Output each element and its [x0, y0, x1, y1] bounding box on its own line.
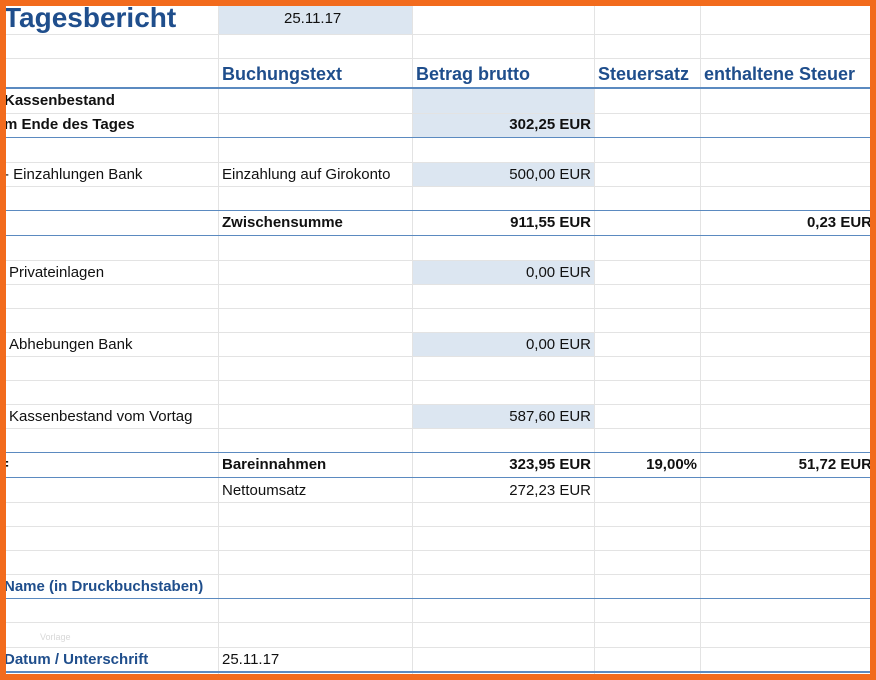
zwischensumme-amount: 911,55 EUR [510, 214, 591, 231]
gridline-row [6, 186, 870, 187]
kassenbestand-label-line1: Kassenbestand [6, 92, 115, 109]
abhebungen-label: Abhebungen Bank [9, 336, 133, 353]
gridline-row [6, 58, 870, 59]
gridline-row [6, 404, 870, 405]
einzahlungen-text[interactable]: Einzahlung auf Girokonto [222, 166, 391, 183]
gridline-row [6, 622, 870, 623]
gridline-row [6, 356, 870, 357]
kassenbestand-label-line2: m Ende des Tages [6, 116, 135, 133]
datum-label: Datum / Unterschrift [6, 651, 149, 668]
zwischensumme-tax: 0,23 EUR [806, 214, 870, 231]
header-betrag-brutto: Betrag brutto [416, 64, 530, 84]
kassenbestand-amount[interactable]: 302,25 EUR [509, 116, 591, 133]
einzahlungen-amount[interactable]: 500,00 EUR [509, 166, 591, 183]
zwischensumme-label: Zwischensumme [222, 214, 343, 231]
gridline-row [6, 380, 870, 381]
signature-underline [6, 671, 870, 673]
page-title: Tagesbericht [6, 6, 177, 33]
gridline-row [6, 308, 870, 309]
gridline-col-b [218, 6, 219, 674]
watermark-text: Vorlage [40, 632, 71, 642]
header-steuersatz: Steuersatz [598, 64, 690, 84]
abhebungen-input-fill [412, 333, 594, 356]
header-buchungstext: Buchungstext [222, 64, 343, 84]
section-rule [6, 137, 870, 138]
vortag-input-fill [412, 405, 594, 428]
privateinlagen-input-fill [412, 261, 594, 284]
bareinnahmen-label: Bareinnahmen [222, 456, 327, 473]
bareinnahmen-marker: = [6, 454, 20, 476]
bareinnahmen-amount: 323,95 EUR [509, 456, 591, 473]
bareinnahmen-tax: 51,72 EUR [798, 456, 870, 473]
einzahlungen-input-fill [412, 163, 594, 186]
gridline-col-d [594, 6, 595, 674]
gridline-row [6, 260, 870, 261]
datum-value[interactable]: 25.11.17 [222, 651, 280, 668]
gridline-row [6, 550, 870, 551]
header-rule [6, 87, 870, 89]
report-date-cell[interactable]: 25.11.17 [284, 10, 342, 27]
bareinnahmen-rate[interactable]: 19,00% [646, 456, 697, 473]
date-input-fill [218, 6, 412, 34]
gridline-col-c [412, 6, 413, 674]
einzahlungen-label: - Einzahlungen Bank [6, 166, 143, 183]
nettoumsatz-amount: 272,23 EUR [509, 482, 591, 499]
name-underline [6, 598, 870, 599]
gridline-row [6, 332, 870, 333]
name-label: Name (in Druckbuchstaben) [6, 578, 204, 595]
privateinlagen-amount[interactable]: 0,00 EUR [525, 264, 591, 281]
section-rule [6, 452, 870, 453]
gridline-row [6, 162, 870, 163]
section-rule [6, 235, 870, 236]
gridline-row [6, 574, 870, 575]
gridline-row [6, 502, 870, 503]
vortag-amount[interactable]: 587,60 EUR [509, 408, 591, 425]
gridline-row [6, 113, 870, 114]
gridline-row [6, 284, 870, 285]
gridline-col-e [700, 6, 701, 674]
gridline-row [6, 428, 870, 429]
spreadsheet: Tagesbericht 25.11.17 Buchungstext Betra… [6, 6, 870, 674]
header-enthaltene-steuer: enthaltene Steuer [704, 64, 856, 84]
abhebungen-amount[interactable]: 0,00 EUR [525, 336, 591, 353]
gridline-row [6, 647, 870, 648]
gridline-row [6, 34, 870, 35]
nettoumsatz-label: Nettoumsatz [222, 482, 307, 499]
section-rule [6, 210, 870, 211]
section-rule [6, 477, 870, 478]
gridline-row [6, 526, 870, 527]
vortag-label: Kassenbestand vom Vortag [9, 408, 193, 425]
privateinlagen-label: Privateinlagen [9, 264, 105, 281]
